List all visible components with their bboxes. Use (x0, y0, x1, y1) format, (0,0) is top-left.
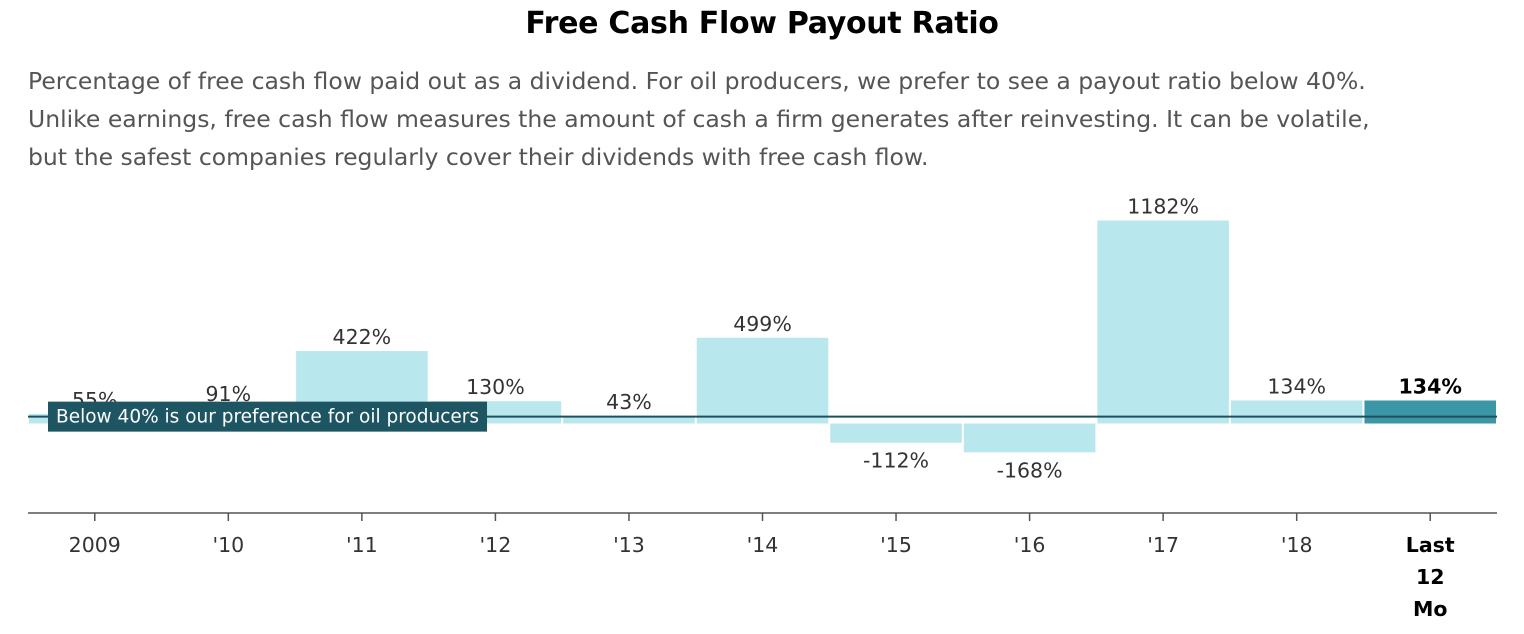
bar (830, 423, 962, 443)
x-tick-label: '14 (747, 533, 779, 557)
x-tick-label: Mo (1413, 597, 1447, 621)
data-label: -112% (863, 449, 929, 473)
x-tick-label: '13 (613, 533, 645, 557)
bar (1230, 400, 1363, 424)
data-label: 43% (606, 390, 652, 414)
data-label: 499% (733, 312, 792, 336)
bar (563, 416, 695, 424)
subtitle-line: but the safest companies regularly cover… (28, 143, 929, 171)
reference-label: Below 40% is our preference for oil prod… (56, 407, 479, 428)
x-tick-label: '12 (480, 533, 512, 557)
reference-label-box (48, 401, 488, 432)
data-label: 1182% (1127, 195, 1199, 219)
x-tick-label: '10 (212, 533, 244, 557)
data-label: 130% (466, 375, 525, 399)
bar (1097, 220, 1229, 424)
subtitle-line: Unlike earnings, free cash flow measures… (28, 105, 1370, 133)
x-tick-label: '15 (880, 533, 912, 557)
x-tick-label: 2009 (69, 533, 121, 557)
x-tick-label: '18 (1281, 533, 1313, 557)
x-tick-label: Last (1406, 533, 1455, 557)
x-tick-label: '17 (1147, 533, 1179, 557)
chart-title: Free Cash Flow Payout Ratio (525, 6, 999, 41)
x-tick-label: 12 (1416, 565, 1445, 589)
x-tick-label: '16 (1014, 533, 1046, 557)
chart-subtitle: Percentage of free cash flow paid out as… (28, 62, 1498, 176)
bar (1364, 400, 1496, 424)
data-label: 422% (333, 325, 392, 349)
data-label: -168% (997, 458, 1063, 482)
data-label: 134% (1267, 374, 1326, 398)
data-label: 134% (1399, 374, 1462, 398)
bar (696, 337, 829, 424)
bar (963, 423, 1096, 453)
x-tick-label: '11 (346, 533, 378, 557)
subtitle-line: Percentage of free cash flow paid out as… (28, 67, 1366, 95)
